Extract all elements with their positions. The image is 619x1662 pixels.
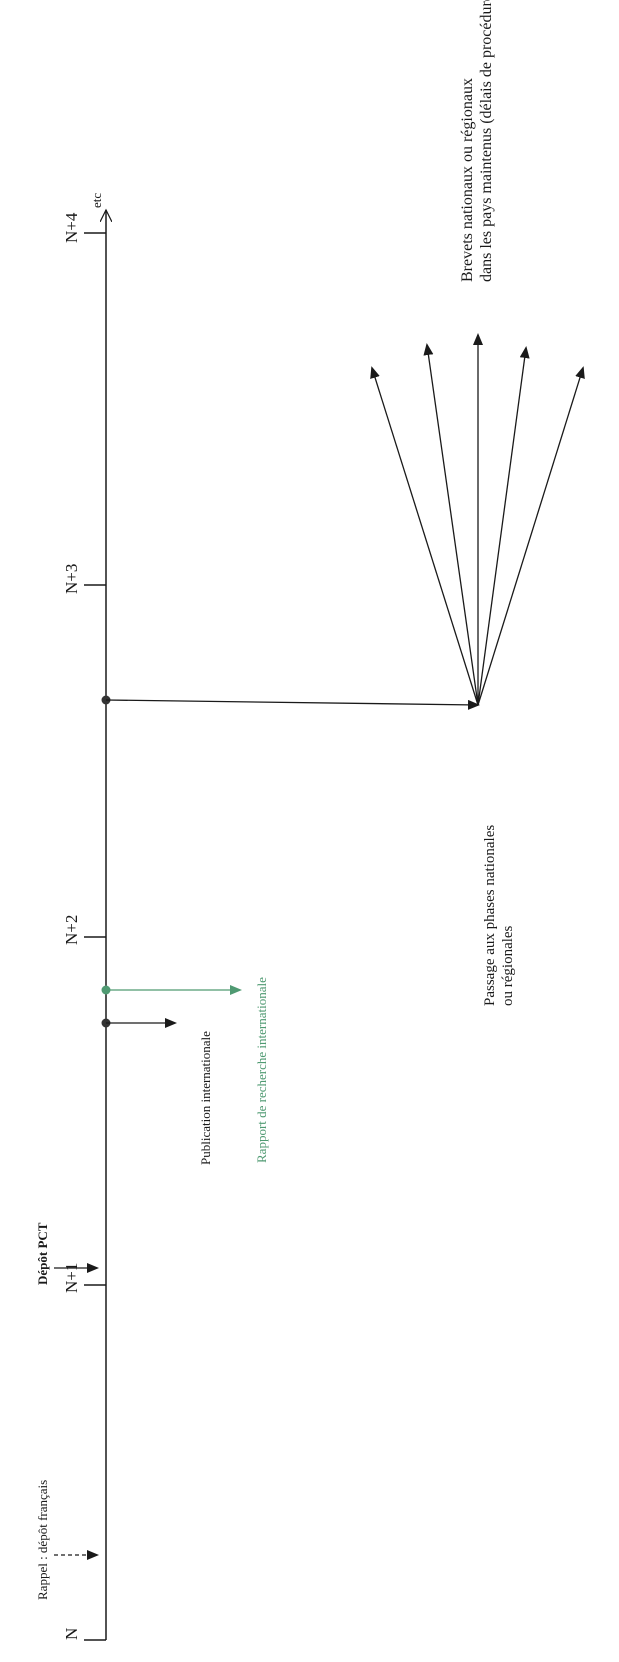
etc-label: etc [89,193,104,208]
tick-label-n3: N+3 [62,564,81,594]
passage-label-line2: ou régionales [500,925,516,1006]
tick-label-n2: N+2 [62,915,81,945]
depot-pct-label: Dépôt PCT [35,1222,50,1285]
fan-arrow-4 [477,346,530,706]
rappel-label: Rappel : dépôt français [35,1480,50,1600]
fan-arrow-5 [477,366,585,706]
passage-label-line1: Passage aux phases nationales [482,825,498,1006]
brevets-label-line1: Brevets nationaux ou régionaux [459,78,476,282]
fan-arrow-2 [423,343,479,706]
passage-arrow [105,699,480,710]
tick-label-n: N [62,1628,81,1640]
tick-label-n1: N+1 [62,1263,81,1293]
publication-label: Publication internationale [198,1031,213,1165]
fan-arrow-1 [370,366,479,706]
rapport-label: Rapport de recherche internationale [254,977,269,1163]
tick-label-n4: N+4 [62,212,81,243]
brevets-label-line2: dans les pays maintenus (délais de procé… [478,0,495,282]
